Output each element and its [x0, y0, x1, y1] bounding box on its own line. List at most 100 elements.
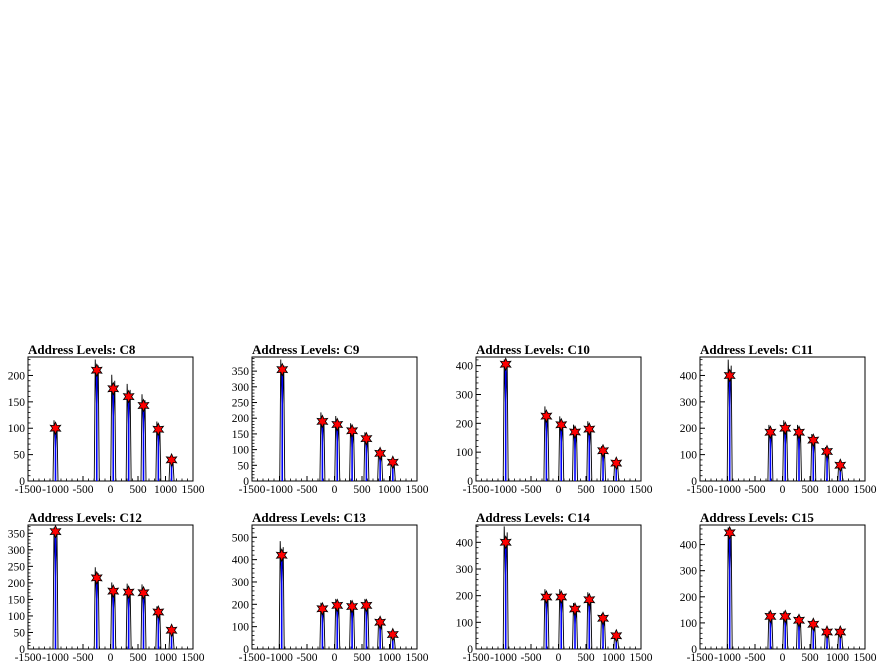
- y-tick-label: 50: [14, 627, 26, 639]
- x-tick-label: 1500: [854, 484, 877, 496]
- x-tick-label: -500: [744, 484, 765, 496]
- peak-marker: [386, 455, 399, 470]
- peak-bar: [321, 421, 324, 481]
- peak-marker: [764, 609, 777, 624]
- x-tick-label: 0: [780, 484, 786, 496]
- y-tick-label: 100: [680, 450, 698, 462]
- peak-bar: [588, 429, 591, 481]
- y-tick-label: 100: [232, 622, 250, 634]
- y-tick-label: 400: [456, 537, 474, 549]
- peak-bar: [157, 429, 160, 481]
- peak-marker: [386, 627, 399, 642]
- y-tick-label: 0: [19, 476, 25, 488]
- peak-marker: [555, 417, 568, 432]
- peak-marker: [834, 625, 847, 639]
- y-tick-label: 0: [19, 644, 25, 656]
- peak-marker: [610, 628, 623, 643]
- x-tick-label: -1000: [42, 652, 69, 664]
- peak-marker: [568, 425, 582, 439]
- peak-marker: [360, 598, 373, 613]
- peak-bar: [574, 609, 576, 649]
- y-tick-label: 400: [456, 361, 474, 373]
- peak-bar: [127, 592, 130, 649]
- x-tick-label: -1000: [266, 652, 293, 664]
- y-tick-label: 400: [232, 555, 250, 567]
- peak-marker: [568, 602, 582, 616]
- y-tick-label: 100: [8, 611, 26, 623]
- chart-panel-5: Address Levels: C12 0 50 100 150 200 250 300 350…: [8, 510, 205, 664]
- x-tick-label: 1500: [630, 484, 653, 496]
- peak-marker: [779, 609, 792, 624]
- peak-marker: [276, 362, 289, 377]
- peak-bar: [95, 577, 98, 649]
- y-tick-label: 300: [8, 545, 26, 557]
- chart-title: Address Levels: C9: [252, 342, 360, 357]
- peak-marker: [346, 423, 359, 438]
- y-tick-label: 100: [680, 618, 698, 630]
- y-tick-label: 300: [680, 397, 698, 409]
- peak-bar: [798, 620, 800, 649]
- x-tick-label: -500: [72, 652, 93, 664]
- y-tick-label: 300: [456, 564, 474, 576]
- peak-marker: [764, 425, 777, 440]
- x-tick-label: 500: [129, 484, 147, 496]
- peak-marker: [137, 398, 150, 413]
- peak-marker: [90, 363, 103, 378]
- peak-bar: [336, 424, 339, 481]
- x-tick-label: 500: [129, 652, 147, 664]
- peak-marker: [49, 524, 62, 539]
- peak-bar: [602, 450, 604, 481]
- peak-bar: [504, 542, 507, 649]
- y-tick-label: 0: [691, 644, 697, 656]
- peak-marker: [360, 431, 373, 446]
- peak-marker: [152, 605, 165, 619]
- peak-bar: [351, 606, 353, 649]
- peak-bar: [588, 599, 591, 649]
- y-tick-label: 350: [232, 366, 250, 378]
- x-tick-label: 1000: [602, 652, 625, 664]
- y-tick-label: 500: [232, 532, 250, 544]
- x-tick-label: 1500: [406, 652, 429, 664]
- peak-marker: [807, 617, 820, 632]
- peak-marker: [723, 525, 736, 540]
- peak-bar: [351, 430, 353, 481]
- x-tick-label: -500: [72, 484, 93, 496]
- x-tick-label: 500: [577, 484, 595, 496]
- peak-bar: [379, 622, 381, 649]
- peak-marker: [165, 452, 178, 467]
- y-tick-label: 100: [232, 445, 250, 457]
- peak-marker: [583, 592, 596, 607]
- peak-bar: [798, 432, 800, 481]
- x-tick-label: 0: [332, 484, 338, 496]
- x-tick-label: -500: [520, 484, 541, 496]
- peak-bar: [392, 634, 394, 649]
- x-tick-label: -1500: [239, 484, 266, 496]
- y-tick-label: 250: [8, 561, 26, 573]
- y-tick-label: 100: [456, 447, 474, 459]
- x-tick-label: 500: [801, 484, 819, 496]
- chart-title: Address Levels: C8: [28, 342, 136, 357]
- peak-bar: [321, 608, 324, 649]
- x-tick-label: -1000: [490, 652, 517, 664]
- peak-marker: [792, 613, 806, 628]
- y-tick-label: 150: [8, 594, 26, 606]
- peak-bar: [281, 369, 284, 481]
- peak-bar: [54, 531, 57, 649]
- peak-marker: [499, 535, 512, 550]
- peak-bar: [365, 438, 368, 481]
- peak-bar: [602, 618, 604, 649]
- x-tick-label: -1500: [687, 484, 714, 496]
- y-tick-label: 200: [680, 423, 698, 435]
- peak-marker: [555, 590, 568, 604]
- y-tick-label: 350: [8, 528, 26, 540]
- peak-bar: [280, 555, 283, 649]
- peak-bar: [728, 375, 731, 481]
- x-tick-label: -1000: [266, 484, 293, 496]
- peak-marker: [316, 601, 329, 616]
- y-tick-label: 200: [232, 413, 250, 425]
- peak-marker: [107, 381, 120, 396]
- x-tick-label: -500: [296, 652, 317, 664]
- peak-bar: [769, 616, 772, 649]
- peak-bar: [812, 440, 815, 481]
